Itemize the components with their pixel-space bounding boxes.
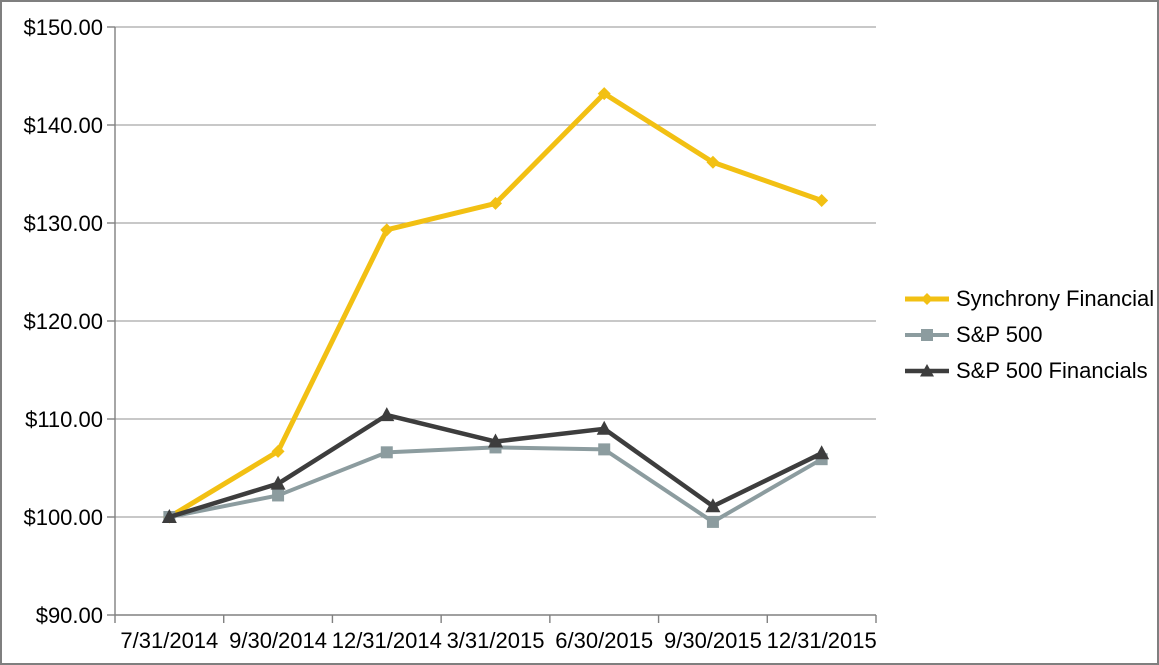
legend-label: S&P 500 [956,322,1043,347]
square-marker [380,446,393,459]
series-line-s-p-500-financials [167,412,824,520]
square-marker [921,329,933,341]
square-marker [706,515,719,528]
triangle-marker [920,364,934,377]
diamond-marker [597,87,611,101]
x-tick-label: 9/30/2014 [229,628,327,653]
square-marker [598,443,611,456]
diamond-marker [815,193,829,207]
x-tick-label: 7/31/2014 [120,628,218,653]
x-tick-label: 9/30/2015 [664,628,762,653]
triangle-marker [161,509,177,523]
legend-label: S&P 500 Financials [956,358,1148,383]
y-tick-label: $90.00 [36,603,103,628]
x-tick-label: 12/31/2015 [767,628,877,653]
legend-label: Synchrony Financial [956,286,1155,311]
legend: Synchrony Financial S&P 500 S&P 500 Fina… [904,281,1154,389]
triangle-marker [814,445,830,460]
y-tick-label: $120.00 [23,309,103,334]
triangle-marker [596,420,612,435]
x-tick-label: 6/30/2015 [555,628,653,653]
diamond-marker [921,293,933,305]
y-tick-label: $100.00 [23,505,103,530]
legend-item-synchrony-financial: Synchrony Financial [904,281,1154,317]
series-s-p-500 [163,441,828,528]
diamond-marker [271,444,285,458]
legend-swatch-sp500 [905,329,949,341]
series-synchrony-financial [162,87,829,524]
triangle-marker [705,498,721,513]
legend-item-sp500: S&P 500 [904,317,1154,353]
x-tick-label: 12/31/2014 [332,628,442,653]
triangle-marker [270,475,286,490]
series-s-p-500-financials [161,407,830,523]
x-tick-label: 3/31/2015 [447,628,545,653]
triangle-marker [379,407,395,422]
square-marker [272,489,285,502]
triangle-marker [488,433,503,448]
diamond-marker [706,155,720,169]
legend-swatch-sp500-financials [905,364,949,377]
legend-swatch-synchrony-financial [905,293,949,305]
diamond-marker [380,223,394,237]
y-tick-label: $150.00 [23,15,103,40]
y-tick-label: $110.00 [25,407,103,432]
y-tick-label: $130.00 [23,211,103,236]
series-line-synchrony-financial [166,91,825,520]
diamond-marker [489,196,502,210]
y-tick-label: $140.00 [23,113,103,138]
legend-item-sp500-financials: S&P 500 Financials [904,353,1154,389]
